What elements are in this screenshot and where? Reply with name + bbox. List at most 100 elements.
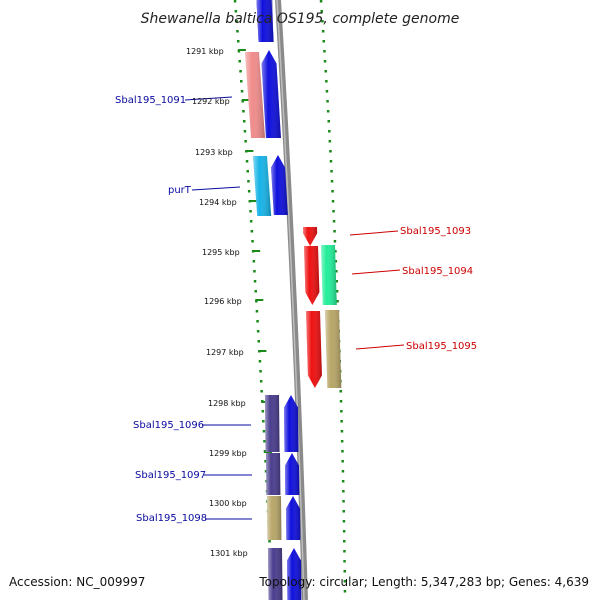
label-leader-line [351, 269, 401, 275]
guide-dot-right [343, 540, 346, 543]
guide-dot-right [327, 120, 330, 123]
guide-dot-left [251, 240, 254, 243]
guide-dot-left [246, 170, 249, 173]
guide-dot-right [339, 400, 343, 403]
guide-dot-left [238, 60, 241, 63]
guide-dot-left [256, 320, 259, 323]
gene-label-sbal195-1093[interactable]: Sbal195_1093 [400, 226, 471, 237]
guide-dot-right [335, 290, 339, 293]
genome-backbone [275, 0, 308, 600]
guide-dot-right [335, 280, 338, 283]
cds-bottom-partial-cog-shading [268, 548, 283, 600]
gene-sbal195-1094-cds-shading [304, 246, 320, 305]
ruler-label-1296: 1296 kbp [204, 297, 242, 306]
guide-dot-right [322, 40, 325, 43]
guide-dot-left [247, 180, 250, 183]
guide-dot-right [321, 20, 324, 23]
genome-summary-text: Topology: circular; Length: 5,347,283 bp… [258, 575, 589, 589]
guide-dot-left [249, 210, 252, 213]
guide-dot-left [262, 420, 265, 423]
guide-dot-left [264, 460, 267, 463]
gene-sbal195-1098-cog-shading [267, 496, 282, 540]
guide-dot-left [234, 10, 238, 13]
guide-dot-right [339, 390, 342, 393]
gene-sbal195-1095-cds-shading [306, 311, 322, 388]
ruler-label-1293: 1293 kbp [195, 148, 233, 157]
guide-dot-right [330, 180, 334, 183]
ruler-labels: 1291 kbp 1292 kbp 1293 kbp 1294 kbp 1295… [186, 47, 248, 558]
guide-dot-left [255, 300, 258, 303]
guide-dot-right [334, 260, 338, 263]
guide-dot-left [262, 430, 266, 433]
guide-dot-left [242, 110, 245, 113]
ruler-label-1297: 1297 kbp [206, 348, 244, 357]
map-title: Shewanella baltica OS195, complete genom… [141, 11, 460, 27]
cds-forward-partial-top-b-shading [256, 0, 274, 42]
ruler-label-1292: 1292 kbp [192, 97, 230, 106]
label-leaders [184, 96, 405, 520]
guide-dot-right [328, 130, 331, 133]
gene-purt-cds-shading [271, 155, 288, 215]
gene-sbal195-1093-cds-shading [303, 227, 318, 246]
gene-label-sbal195-1097[interactable]: Sbal195_1097 [135, 470, 206, 481]
guide-dot-right [340, 410, 343, 413]
cds-bottom-partial-cds-shading [287, 548, 302, 600]
guide-dot-left [247, 190, 251, 193]
guide-dot-right [341, 460, 344, 463]
guide-dot-left [236, 30, 239, 33]
guide-dot-left [264, 470, 268, 473]
gene-sbal195-1095-cog-shading [325, 310, 342, 388]
guide-dot-right [334, 250, 337, 253]
guide-dot-left [259, 380, 263, 383]
guide-dot-left [261, 410, 265, 413]
gene-sbal195-1096-cds-shading [284, 395, 299, 452]
gene-label-sbal195-1098[interactable]: Sbal195_1098 [136, 513, 207, 524]
label-leader-line [184, 96, 233, 101]
guide-dot-right [325, 80, 328, 83]
guide-dot-left [256, 330, 260, 333]
gene-label-sbal195-1091[interactable]: Sbal195_1091 [115, 95, 186, 106]
guide-dot-left [240, 90, 244, 93]
guide-dot-left [258, 360, 262, 363]
label-leader-line [355, 344, 405, 350]
gene-sbal195-1098-cds-shading [286, 496, 301, 540]
guide-dot-left [260, 390, 263, 393]
ruler-label-1294: 1294 kbp [199, 198, 237, 207]
guide-dot-right [320, 10, 323, 13]
guide-dot-left [235, 20, 238, 23]
guide-dot-right [319, 0, 323, 3]
guide-dot-right [343, 570, 346, 573]
guide-dot-right [342, 500, 345, 503]
gene-sbal195-1094-cog-shading [321, 245, 337, 305]
guide-dot-right [342, 490, 345, 493]
ruler-label-1295: 1295 kbp [202, 248, 240, 257]
guide-dot-right [343, 580, 347, 583]
gene-sbal195-1091-cog-shading [245, 52, 266, 138]
guide-dot-left [250, 230, 254, 233]
guide-dot-left [244, 140, 247, 143]
guide-dot-right [321, 30, 325, 33]
gene-label-sbal195-1096[interactable]: Sbal195_1096 [133, 420, 204, 431]
gene-sbal195-1097-cds-shading [285, 453, 300, 495]
gene-label-sbal195-1095[interactable]: Sbal195_1095 [406, 341, 477, 352]
guide-dot-right [333, 240, 337, 243]
guide-dot-left [259, 370, 262, 373]
guide-dot-right [332, 210, 335, 213]
guide-dot-left [253, 280, 257, 283]
guide-dot-left [252, 260, 256, 263]
guide-dot-left [257, 340, 260, 343]
gene-label-sbal195-1094[interactable]: Sbal195_1094 [402, 266, 473, 277]
guide-dot-left [240, 80, 243, 83]
guide-dot-right [335, 270, 338, 273]
genome-backbone-highlight [276, 0, 305, 600]
guide-dot-left [241, 100, 244, 103]
gene-label-purt[interactable]: purT [168, 185, 192, 196]
guide-dot-right [329, 160, 333, 163]
guide-dot-right [342, 510, 345, 513]
guide-dot-right [340, 430, 344, 433]
ruler-label-1298: 1298 kbp [208, 399, 246, 408]
gene-features [245, 0, 342, 600]
guide-dot-left [263, 440, 266, 443]
guide-dot-right [333, 230, 336, 233]
guide-dot-left [255, 310, 259, 313]
